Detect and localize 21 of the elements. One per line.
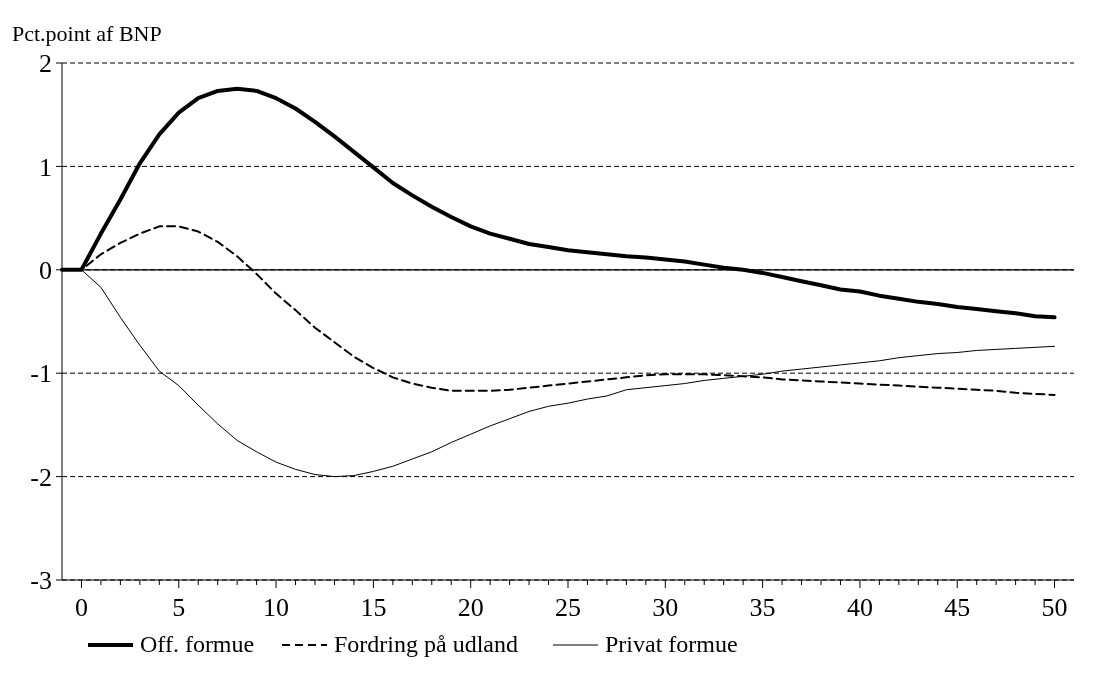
x-tick-label: 15 (360, 593, 387, 622)
x-tick-label: 35 (749, 593, 776, 622)
x-tick-label: 10 (263, 593, 290, 622)
x-tick-label: 40 (846, 593, 873, 622)
y-tick-label: -2 (30, 462, 52, 492)
x-tick-label: 30 (652, 593, 679, 622)
y-axis-title: Pct.point af BNP (12, 21, 162, 46)
y-tick-label: 1 (39, 152, 52, 182)
y-tick-label: -1 (30, 359, 52, 389)
x-tick-label: 0 (74, 593, 88, 622)
x-tick-label: 50 (1041, 593, 1068, 622)
legend-label: Off. formue (140, 631, 255, 657)
legend-label: Fordring på udland (334, 631, 518, 657)
y-tick-label: -3 (30, 566, 52, 596)
x-tick-label: 45 (944, 593, 971, 622)
x-tick-label: 20 (457, 593, 484, 622)
x-tick-label: 5 (172, 593, 186, 622)
y-tick-label: 2 (39, 49, 52, 79)
y-tick-label: 0 (39, 255, 52, 285)
legend-label: Privat formue (605, 631, 738, 657)
x-tick-label: 25 (555, 593, 581, 622)
